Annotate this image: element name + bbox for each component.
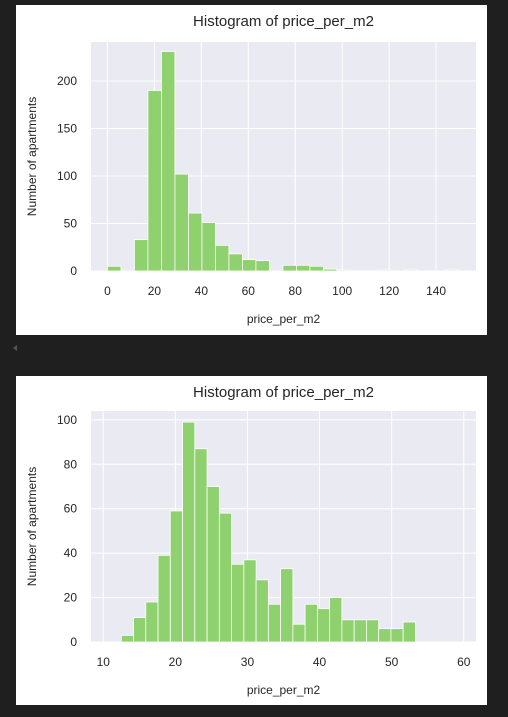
histogram-bar [228,253,243,272]
x-tick-label: 20 [169,655,183,669]
y-tick-label: 200 [57,74,77,88]
histogram-bar [353,619,367,643]
histogram-bar [304,603,318,643]
x-axis-label: price_per_m2 [247,312,321,326]
y-tick-label: 20 [64,591,78,605]
x-tick-label: 120 [379,284,399,298]
x-tick-labels: 10 20 30 40 50 60 [97,655,471,669]
histogram-bar [280,568,294,643]
x-tick-label: 50 [385,655,399,669]
histogram-bar [145,601,159,643]
histogram-bar [316,608,331,643]
y-tick-labels: 0 20 40 60 80 100 [57,413,77,649]
histogram-panel-1: 0 20 40 60 80 100 120 140 0 50 100 150 200 Histogra… [16,5,487,335]
histogram-panel-2: 10 20 30 40 50 60 0 20 40 60 80 100 Histogram of p… [16,376,487,705]
histogram-bar [134,239,149,272]
x-tick-labels: 0 20 40 60 80 100 120 140 [104,284,446,298]
histogram-bar [133,617,147,643]
histogram-bar [161,51,176,272]
histogram-bar [255,579,269,643]
chart-title: Histogram of price_per_m2 [193,13,374,30]
histogram-bar [255,260,270,272]
histogram-bar [182,421,196,643]
histogram-bar [194,448,208,643]
x-tick-label: 60 [242,284,256,298]
histogram-bar [201,222,216,272]
x-tick-label: 80 [289,284,303,298]
y-tick-labels: 0 50 100 150 200 [57,74,77,278]
y-axis-label: Number of apartments [25,467,39,586]
histogram-bar [215,244,230,272]
histogram-bar [169,510,183,643]
x-tick-label: 40 [195,284,209,298]
y-tick-label: 100 [57,413,77,427]
histogram-bar [390,628,404,643]
histogram-bar [267,603,282,643]
histogram-bar [231,563,245,643]
histogram-bar [242,259,257,272]
y-tick-label: 60 [64,502,78,516]
histogram-bar [120,634,134,643]
y-tick-label: 80 [64,457,78,471]
x-axis-label: price_per_m2 [247,683,321,697]
y-tick-label: 40 [64,546,78,560]
histogram-bar [243,559,257,643]
histogram-bar [402,621,416,643]
y-tick-label: 50 [64,216,78,230]
y-tick-label: 0 [70,264,77,278]
histogram-bar [296,264,311,272]
histogram-bar [403,269,419,272]
histogram-bar [188,212,203,272]
x-tick-label: 60 [457,655,471,669]
x-tick-label: 20 [148,284,162,298]
y-tick-label: 0 [70,635,77,649]
histogram-bars [107,51,459,272]
y-tick-label: 150 [57,121,77,135]
histogram-chart-2: 10 20 30 40 50 60 0 20 40 60 80 100 Histogram of p… [25,384,476,697]
histogram-bar [444,269,459,272]
histogram-bar [218,512,232,643]
histogram-bar [107,265,122,272]
histogram-bar [323,268,338,272]
scroll-left-arrow-icon[interactable] [13,345,17,351]
histogram-bar [341,619,355,643]
histogram-bar [292,623,306,643]
histogram-bar [378,628,392,643]
histogram-bar [147,90,162,272]
x-tick-label: 30 [241,655,255,669]
x-tick-label: 10 [97,655,111,669]
x-tick-label: 100 [332,284,352,298]
histogram-bar [309,265,324,272]
histogram-bar [366,619,380,643]
histogram-bars [120,421,416,643]
histogram-bar [282,264,297,272]
x-tick-label: 0 [104,284,111,298]
histogram-bar [336,269,351,272]
histogram-bar [174,173,189,272]
histogram-bar [377,269,392,272]
x-tick-label: 140 [426,284,446,298]
histogram-chart-1: 0 20 40 60 80 100 120 140 0 50 100 150 200 Histogra… [25,13,476,326]
histogram-bar [206,486,220,643]
x-tick-label: 40 [313,655,327,669]
histogram-bar [157,554,171,643]
chart-title: Histogram of price_per_m2 [193,384,374,401]
histogram-bar [329,597,343,643]
y-tick-label: 100 [57,169,77,183]
y-axis-label: Number of apartments [25,97,39,216]
